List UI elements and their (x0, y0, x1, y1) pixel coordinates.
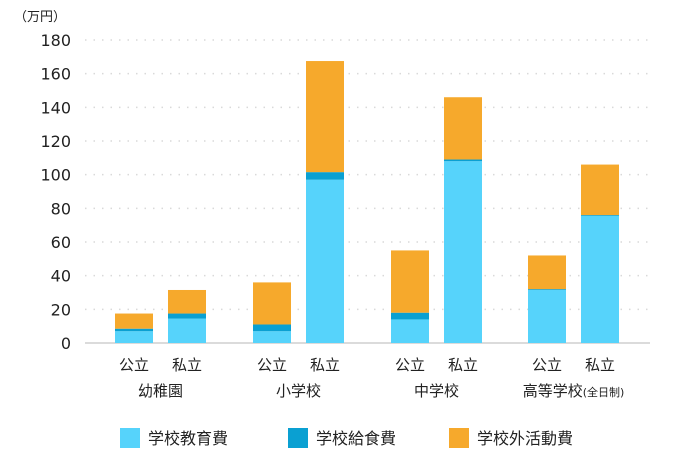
bar-segment-education (391, 319, 429, 343)
y-axis-ticks: 0 20 40 60 80 100 120 140 160 180 (40, 31, 71, 353)
y-tick-label: 0 (61, 334, 71, 353)
bar-segment-lunch (391, 312, 429, 320)
bar-segment-education (168, 318, 206, 343)
bar-segment-lunch (444, 159, 482, 162)
y-tick-label: 160 (40, 65, 71, 84)
y-tick-label: 60 (51, 233, 71, 252)
y-tick-label: 180 (40, 31, 71, 50)
category-label: 私立 (310, 356, 340, 374)
category-label: 公立 (395, 356, 425, 374)
bar-segment-activities (391, 250, 429, 313)
bar-segment-education (306, 179, 344, 343)
bar-segment-lunch (253, 324, 291, 332)
bars (115, 61, 619, 343)
group-label-2: 小学校 (276, 382, 321, 400)
bar-segment-lunch (115, 328, 153, 332)
bar-segment-activities (253, 282, 291, 325)
bar-segment-lunch (528, 289, 566, 290)
y-tick-label: 120 (40, 132, 71, 151)
bar-segment-education (444, 161, 482, 343)
legend-swatch (288, 428, 308, 448)
y-tick-label: 80 (51, 199, 71, 218)
legend-swatch (120, 428, 140, 448)
group-label-1: 幼稚園 (138, 382, 183, 400)
legend-label: 学校給食費 (316, 429, 396, 448)
bar-segment-activities (115, 313, 153, 329)
bar-segment-activities (528, 255, 566, 290)
y-tick-label: 100 (40, 166, 71, 185)
bar-segment-activities (444, 97, 482, 160)
bar-segment-activities (581, 164, 619, 216)
bar-segment-education (115, 331, 153, 343)
legend-swatch (449, 428, 469, 448)
bar-segment-activities (306, 61, 344, 173)
bar-segment-education (528, 289, 566, 343)
category-label: 私立 (585, 356, 615, 374)
legend-label: 学校外活動費 (477, 429, 573, 448)
bar-segment-lunch (168, 313, 206, 319)
category-label: 私立 (448, 356, 478, 374)
legend: 学校教育費 学校給食費 学校外活動費 (120, 428, 573, 448)
category-label: 公立 (532, 356, 562, 374)
bar-segment-activities (168, 289, 206, 314)
bar-segment-lunch (306, 172, 344, 180)
y-tick-label: 40 (51, 267, 71, 286)
y-tick-label: 20 (51, 300, 71, 319)
category-label: 公立 (257, 356, 287, 374)
bar-segment-education (581, 215, 619, 343)
y-tick-label: 140 (40, 98, 71, 117)
group-label-4: 高等学校(全日制) (523, 382, 625, 400)
category-label: 私立 (172, 356, 202, 374)
y-axis-unit-label: （万円） (14, 10, 66, 25)
bar-segment-lunch (581, 215, 619, 216)
category-label: 公立 (119, 356, 149, 374)
group-label-3: 中学校 (414, 382, 459, 400)
legend-label: 学校教育費 (148, 429, 228, 448)
bar-segment-education (253, 331, 291, 343)
